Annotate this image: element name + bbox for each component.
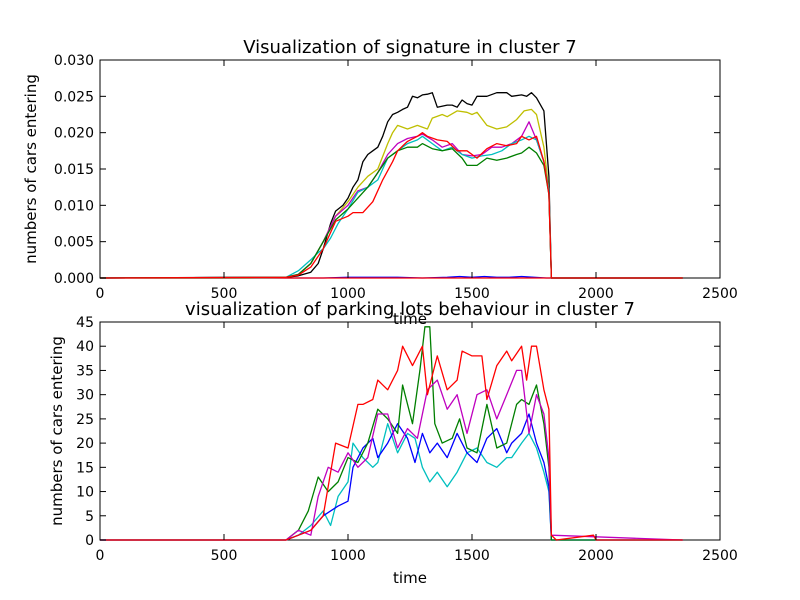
bottom-series-line-0 xyxy=(100,423,683,541)
top-series-line-0 xyxy=(100,275,683,279)
bottom-y-tick-label: 35 xyxy=(76,363,94,379)
bottom-y-tick-label: 20 xyxy=(76,436,94,452)
top-x-tick-label: 2000 xyxy=(578,286,614,302)
bottom-y-tick-label: 5 xyxy=(85,509,94,525)
top-x-axis-label: time xyxy=(393,310,427,328)
top-chart-title: Visualization of signature in cluster 7 xyxy=(243,37,577,58)
top-y-tick-label: 0.000 xyxy=(54,271,94,287)
top-y-tick-label: 0.020 xyxy=(54,126,94,142)
top-x-tick-label: 2500 xyxy=(702,286,738,302)
top-series-group xyxy=(99,92,683,279)
bottom-y-tick-label: 0 xyxy=(85,533,94,549)
bottom-y-tick-label: 30 xyxy=(76,388,94,404)
bottom-x-tick-label: 2500 xyxy=(702,548,738,564)
top-y-tick-label: 0.030 xyxy=(54,53,94,69)
bottom-series-line-1 xyxy=(100,413,683,541)
bottom-x-tick-label: 1000 xyxy=(330,548,366,564)
bottom-y-tick-label: 25 xyxy=(76,412,94,428)
top-series-line-4 xyxy=(99,121,683,279)
top-chart: Visualization of signature in cluster 7 … xyxy=(22,37,738,328)
top-series-line-6 xyxy=(99,142,683,279)
bottom-chart-frame xyxy=(99,321,721,541)
top-x-tick-label: 1500 xyxy=(454,286,490,302)
bottom-series-line-2 xyxy=(100,326,683,541)
bottom-series-group xyxy=(100,326,683,541)
bottom-chart-title: visualization of parking lots behaviour … xyxy=(185,299,635,320)
bottom-y-tick-label: 10 xyxy=(76,485,94,501)
bottom-y-tick-label: 40 xyxy=(76,339,94,355)
top-y-axis-label: numbers of cars entering xyxy=(22,74,40,264)
top-series-line-3 xyxy=(100,108,683,279)
bottom-x-axis-label: time xyxy=(393,569,427,587)
top-series-line-7 xyxy=(99,132,683,279)
bottom-y-tick-label: 45 xyxy=(76,315,94,331)
top-series-line-2 xyxy=(99,92,683,279)
top-x-tick-label: 1000 xyxy=(330,286,366,302)
top-y-tick-label: 0.025 xyxy=(54,89,94,105)
bottom-x-tick-label: 500 xyxy=(211,548,238,564)
top-y-tick-label: 0.010 xyxy=(54,198,94,214)
top-y-tick-label: 0.015 xyxy=(54,162,94,178)
top-x-tick-label: 500 xyxy=(211,286,238,302)
bottom-x-tick-label: 1500 xyxy=(454,548,490,564)
top-y-tick-label: 0.005 xyxy=(54,235,94,251)
bottom-x-tick-label: 2000 xyxy=(578,548,614,564)
bottom-series-line-3 xyxy=(100,369,683,541)
top-series-line-5 xyxy=(99,135,683,279)
bottom-x-tick-label: 0 xyxy=(96,548,105,564)
top-x-tick-label: 0 xyxy=(96,286,105,302)
top-x-ticks: 0 500 1000 1500 2000 2500 xyxy=(96,60,738,302)
bottom-y-tick-label: 15 xyxy=(76,460,94,476)
bottom-y-axis-label: numbers of cars entering xyxy=(48,336,66,526)
bottom-series-line-4 xyxy=(100,345,683,541)
bottom-x-ticks: 0 500 1000 1500 2000 2500 xyxy=(96,322,738,564)
top-y-ticks: 0.000 0.005 0.010 0.015 0.020 0.025 0.030 xyxy=(54,53,720,287)
bottom-chart: visualization of parking lots behaviour … xyxy=(48,299,738,587)
bottom-y-ticks: 0 5 10 15 20 25 30 35 40 45 xyxy=(76,315,720,549)
top-chart-frame xyxy=(99,59,721,279)
